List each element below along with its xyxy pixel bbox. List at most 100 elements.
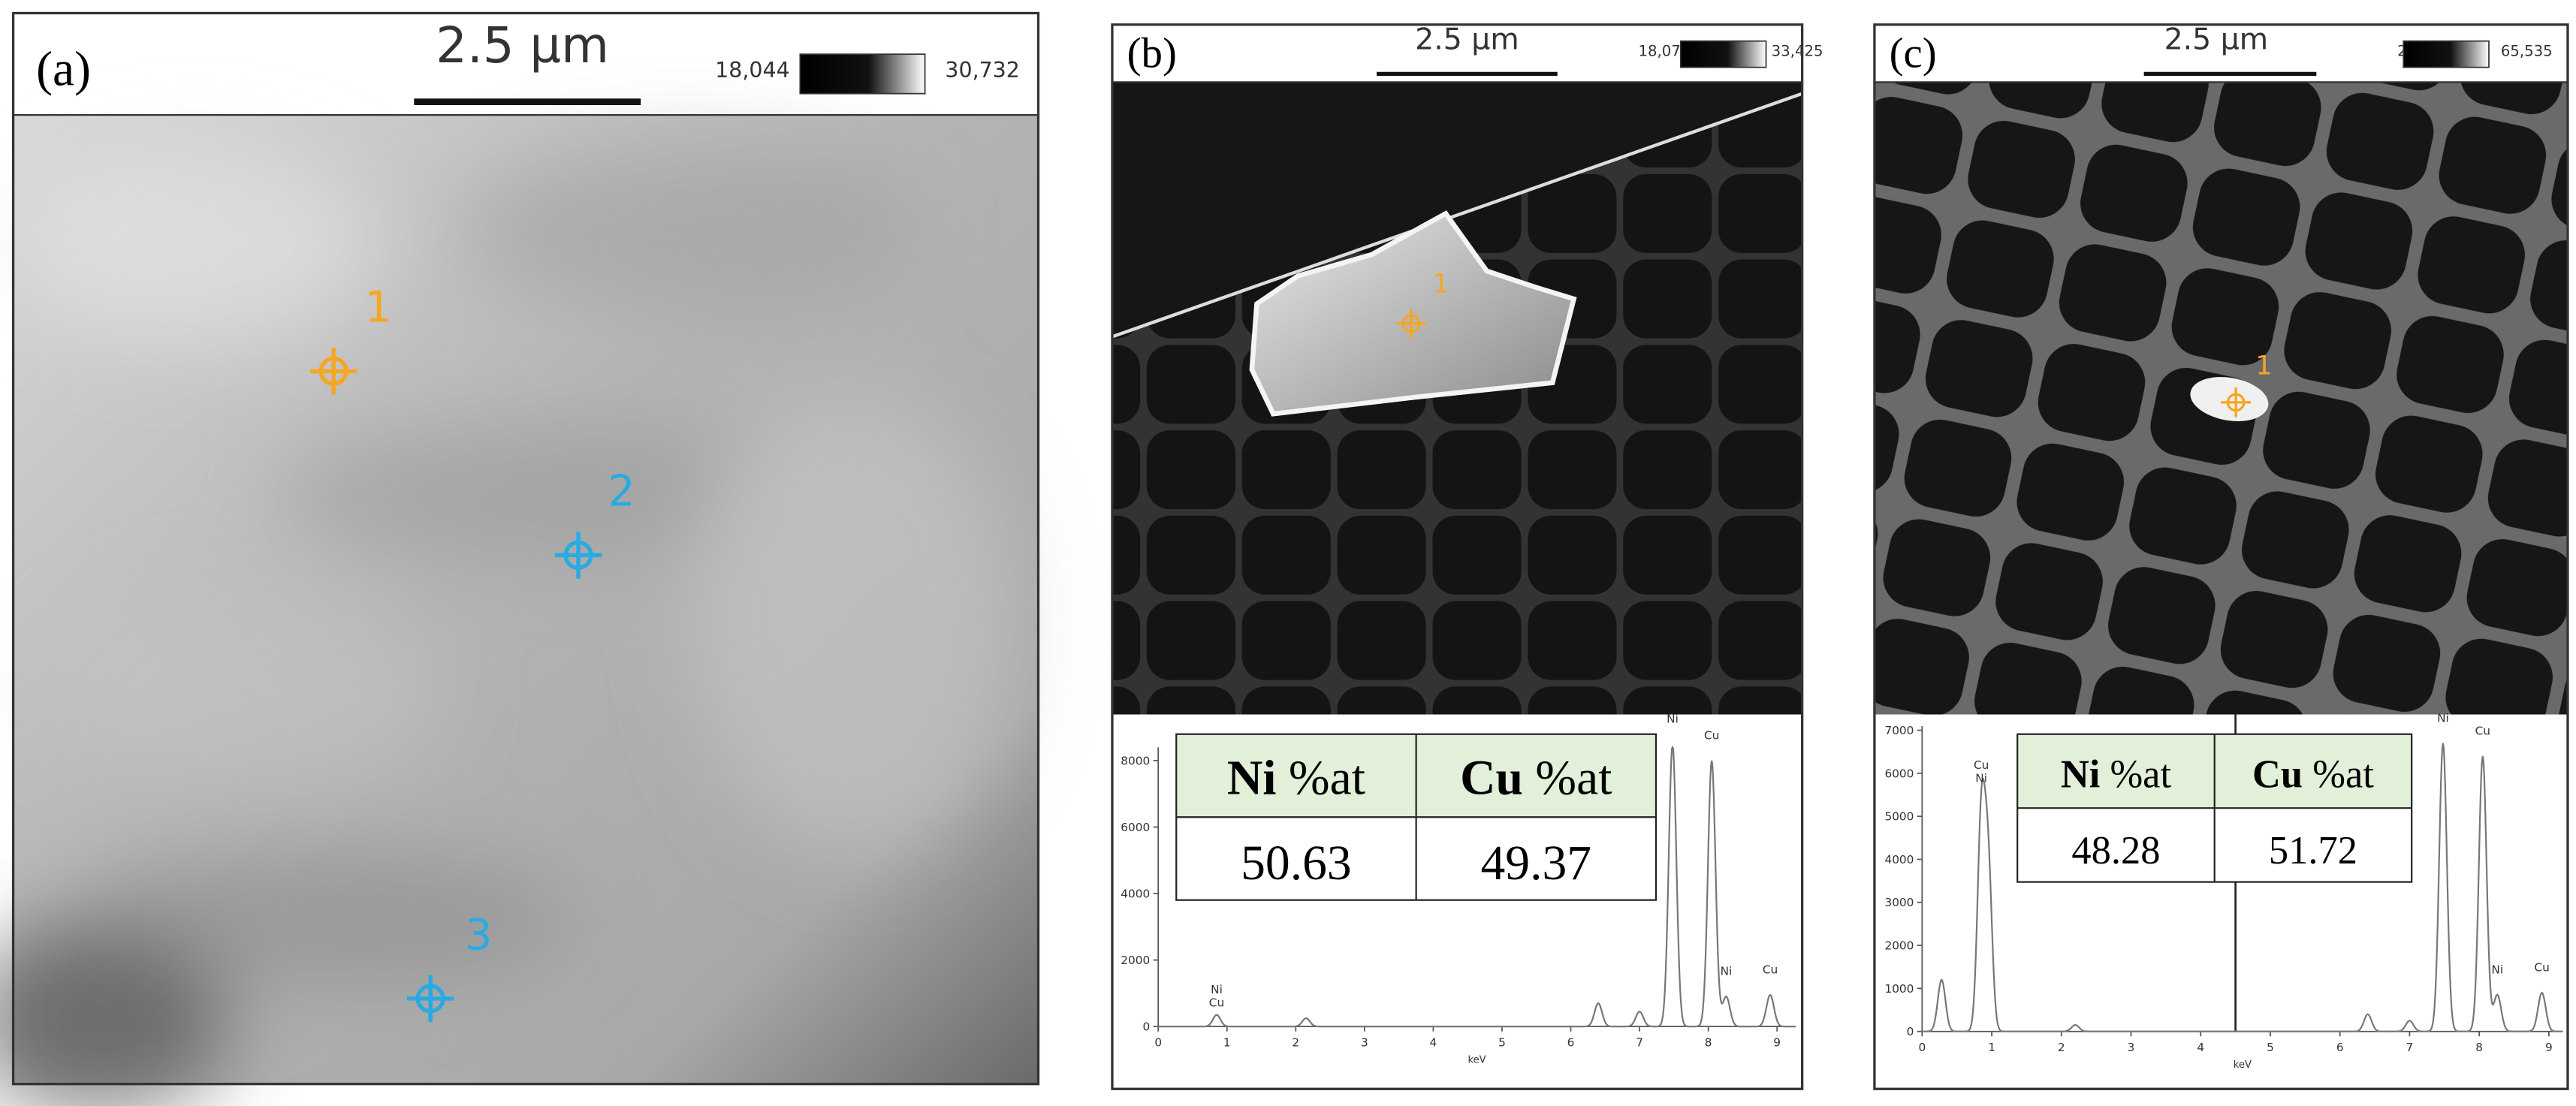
table-header: Cu %at: [2252, 753, 2374, 797]
texture-blob: [689, 393, 1019, 854]
colorbar: [1679, 40, 1767, 68]
header-element: Cu: [2252, 753, 2303, 797]
x-tick-label: 2: [1292, 1035, 1299, 1049]
film-edge-line: [1112, 92, 1803, 339]
point-label: 1: [2255, 351, 2272, 381]
colorbar-max: 33,425: [1772, 42, 1823, 59]
y-tick-label: 2000: [1884, 939, 1914, 953]
header-unit: %at: [2110, 753, 2171, 797]
header-unit: %at: [1535, 751, 1612, 805]
point-marker: [2221, 387, 2252, 417]
peak-label: Cu: [1209, 996, 1224, 1010]
x-tick-label: 4: [2197, 1041, 2204, 1054]
table-header: Ni %at: [1227, 751, 1365, 805]
point-label: 1: [1432, 269, 1449, 299]
peak-label: Ni: [2437, 711, 2449, 725]
y-tick-label: 0: [1143, 1020, 1151, 1034]
header-unit: %at: [1289, 751, 1365, 805]
header-space: [1523, 751, 1535, 805]
x-tick-label: 5: [2267, 1041, 2274, 1054]
x-axis-label: keV: [2234, 1059, 2252, 1071]
table-cell: 48.28: [2071, 829, 2160, 872]
point-label: 2: [608, 467, 635, 517]
panel-label: (b): [1127, 30, 1177, 77]
peak-label: Ni: [1721, 965, 1733, 978]
peak-label: Cu: [2475, 724, 2490, 737]
table-cell: 50.63: [1241, 836, 1352, 891]
texture-blob: [460, 147, 921, 312]
x-tick-label: 0: [1918, 1041, 1926, 1054]
x-tick-label: 7: [2406, 1041, 2414, 1054]
y-tick-label: 5000: [1884, 810, 1914, 824]
x-tick-label: 8: [2475, 1041, 2483, 1054]
header-element: Cu: [1460, 751, 1523, 805]
point-label: 1: [365, 283, 392, 333]
y-tick-label: 2000: [1121, 954, 1150, 967]
point-marker: [554, 532, 602, 579]
scale-bar-label: 2.5 µm: [2164, 23, 2269, 57]
colorbar-min: 18,072: [1638, 42, 1690, 59]
x-axis-label: keV: [1467, 1054, 1486, 1065]
colorbar: [2403, 40, 2490, 68]
peak-label: Cu: [1974, 758, 1989, 772]
x-tick-label: 5: [1498, 1035, 1506, 1049]
texture-blob: [49, 591, 444, 788]
table-cell: 49.37: [1480, 836, 1591, 891]
y-tick-label: 7000: [1884, 724, 1914, 737]
table-cell: 51.72: [2269, 829, 2357, 872]
point-marker: [406, 975, 454, 1023]
panel-label: (c): [1890, 30, 1937, 77]
x-tick-label: 1: [1223, 1035, 1231, 1049]
header-element: Ni: [1227, 751, 1277, 805]
colorbar-max: 65,535: [2501, 42, 2553, 59]
point-marker: [309, 348, 357, 395]
x-tick-label: 7: [1636, 1035, 1643, 1049]
peak-label: Ni: [1211, 983, 1223, 996]
x-tick-label: 9: [2545, 1041, 2553, 1054]
panel-frame: [1111, 23, 1804, 1090]
x-tick-label: 0: [1154, 1035, 1162, 1049]
panel-frame: [11, 11, 1040, 1086]
point-marker: [1396, 309, 1426, 339]
point-label: 3: [465, 910, 492, 960]
film-edge: [1112, 82, 1802, 337]
peak-label: Cu: [1763, 963, 1778, 977]
y-tick-label: 1000: [1884, 982, 1914, 996]
peak-label: Ni: [1667, 712, 1679, 725]
peak-label: Ni: [1975, 771, 1987, 785]
header-space: [2303, 753, 2312, 797]
peak-label: Cu: [1704, 729, 1719, 743]
x-tick-label: 4: [1430, 1035, 1437, 1049]
y-tick-label: 0: [1907, 1025, 1914, 1038]
x-tick-label: 1: [1988, 1041, 1995, 1054]
peak-label: Cu: [2534, 961, 2549, 975]
x-tick-label: 6: [2336, 1041, 2344, 1054]
spectrum-line: [1158, 745, 1796, 1028]
table-header: Ni %at: [2061, 753, 2172, 797]
micrograph-texture: [0, 147, 1019, 1106]
panel-label: (a): [36, 43, 91, 97]
x-tick-label: 3: [2128, 1041, 2135, 1054]
table-header: Cu %at: [1460, 751, 1612, 805]
peak-label: Ni: [2491, 963, 2503, 976]
scale-bar-label: 2.5 µm: [1415, 23, 1519, 57]
header-space: [2100, 753, 2110, 797]
y-tick-label: 4000: [1884, 853, 1914, 866]
spectrum-line: [1922, 743, 2563, 1032]
header-element: Ni: [2061, 753, 2101, 797]
texture-blob: [16, 147, 379, 345]
y-tick-label: 6000: [1884, 767, 1914, 780]
scale-bar-label: 2.5 µm: [436, 17, 609, 74]
header-unit: %at: [2312, 753, 2374, 797]
x-tick-label: 3: [1361, 1035, 1368, 1049]
colorbar-max: 30,732: [945, 58, 1019, 83]
y-tick-label: 6000: [1121, 821, 1150, 834]
y-tick-label: 3000: [1884, 896, 1914, 909]
header-space: [1277, 751, 1289, 805]
x-tick-label: 2: [2058, 1041, 2065, 1054]
panel-frame: [1873, 23, 2569, 1090]
texture-blob: [279, 426, 805, 559]
texture-blob: [82, 854, 575, 986]
